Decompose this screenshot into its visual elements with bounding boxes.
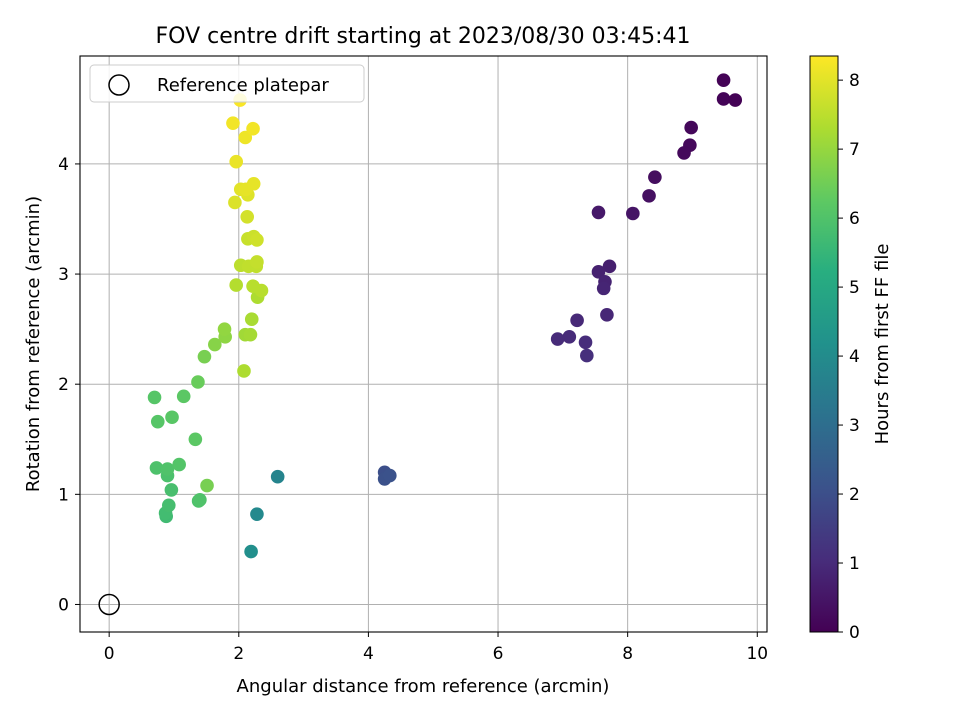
data-point xyxy=(250,507,264,521)
data-point xyxy=(250,233,264,247)
colorbar-tick-label: 4 xyxy=(849,347,860,367)
y-axis-label: Rotation from reference (arcmin) xyxy=(23,196,44,492)
data-point xyxy=(240,209,255,224)
y-tick-label: 3 xyxy=(58,265,69,285)
x-tick-label: 8 xyxy=(622,644,633,664)
reference-marker xyxy=(98,593,120,616)
data-point xyxy=(591,265,606,279)
y-tick-label: 0 xyxy=(58,595,69,615)
data-point xyxy=(237,364,251,378)
data-point xyxy=(246,176,261,191)
data-point xyxy=(147,390,162,405)
data-point xyxy=(600,308,614,322)
data-point xyxy=(238,130,253,145)
grid-lines xyxy=(80,56,767,632)
y-tick-label: 2 xyxy=(58,375,69,395)
y-axis-ticks: 0 1 2 3 4 xyxy=(58,155,80,615)
data-point xyxy=(229,278,243,292)
x-tick-label: 6 xyxy=(493,644,504,664)
data-point xyxy=(208,337,222,352)
colorbar-tick-label: 0 xyxy=(849,623,860,643)
data-point xyxy=(562,330,577,344)
data-point xyxy=(570,313,584,328)
data-point xyxy=(244,544,258,559)
x-tick-label: 2 xyxy=(233,644,244,664)
x-tick-label: 10 xyxy=(746,644,768,664)
x-axis-ticks: 0 2 4 6 8 10 xyxy=(104,632,768,664)
data-point xyxy=(580,348,594,363)
data-point xyxy=(246,121,260,136)
legend-label: Reference platepar xyxy=(157,75,329,96)
y-tick-label: 4 xyxy=(58,155,69,175)
data-point xyxy=(200,478,214,493)
colorbar-tick-label: 3 xyxy=(849,416,860,436)
legend: Reference platepar xyxy=(89,64,365,103)
data-point xyxy=(193,493,207,507)
data-point xyxy=(578,335,593,350)
data-point xyxy=(728,93,743,107)
data-point xyxy=(165,410,179,425)
legend-marker xyxy=(108,74,130,96)
x-tick-label: 0 xyxy=(104,644,115,664)
data-point xyxy=(626,206,640,221)
colorbar-tick-label: 8 xyxy=(849,71,860,91)
data-point xyxy=(591,205,606,220)
data-point xyxy=(677,146,691,160)
data-point xyxy=(250,255,264,269)
data-point xyxy=(716,92,731,106)
y-tick-label: 1 xyxy=(58,485,69,505)
data-point xyxy=(382,468,397,483)
x-tick-label: 4 xyxy=(363,644,374,664)
data-point xyxy=(243,327,258,342)
chart-title: FOV centre drift starting at 2023/08/30 … xyxy=(156,24,691,49)
colorbar-tick-label: 7 xyxy=(849,140,860,160)
colorbar-tick-label: 2 xyxy=(849,485,860,505)
reference-marker-layer xyxy=(98,593,120,616)
data-point xyxy=(161,498,176,513)
data-point xyxy=(270,469,285,484)
colorbar-tick-label: 6 xyxy=(849,209,860,229)
data-points xyxy=(147,73,743,559)
data-point xyxy=(188,432,203,447)
legend-box xyxy=(89,64,365,103)
data-point xyxy=(550,332,565,346)
data-point xyxy=(602,259,617,274)
data-point xyxy=(254,283,269,298)
data-point xyxy=(217,322,232,336)
data-point xyxy=(176,389,191,404)
data-point xyxy=(197,349,212,364)
data-point xyxy=(244,312,259,327)
data-point xyxy=(228,195,242,210)
colorbar-tick-label: 5 xyxy=(849,278,860,298)
data-point xyxy=(596,281,611,296)
colorbar-ticks: 0 1 2 3 4 5 6 7 8 xyxy=(838,71,860,643)
colorbar-label: Hours from first FF file xyxy=(872,244,893,445)
data-point xyxy=(150,414,165,429)
colorbar-tick-label: 1 xyxy=(849,554,860,574)
data-point xyxy=(164,483,179,497)
data-point xyxy=(716,73,731,88)
data-point xyxy=(160,462,175,476)
data-point xyxy=(149,461,164,475)
data-point xyxy=(684,120,698,135)
data-point xyxy=(648,170,662,184)
data-point xyxy=(229,154,243,169)
colorbar xyxy=(809,55,839,633)
data-point xyxy=(226,116,240,130)
data-point xyxy=(642,189,656,203)
plot-frame xyxy=(79,55,768,633)
data-point xyxy=(172,457,186,472)
data-point xyxy=(191,375,205,389)
x-axis-label: Angular distance from reference (arcmin) xyxy=(237,676,610,697)
